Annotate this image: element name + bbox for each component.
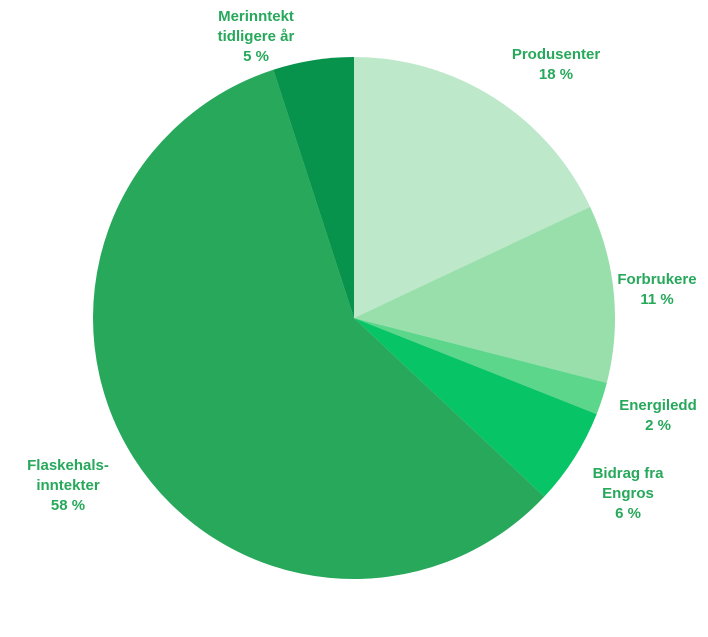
value-label: 11 %	[640, 291, 674, 308]
category-label: Bidrag fra Engros	[592, 465, 664, 502]
category-label: Merinntekt tidligere år	[217, 8, 295, 45]
value-label: 6 %	[615, 505, 641, 522]
category-label: Forbrukere	[617, 271, 697, 288]
slice-label: Bidrag fra Engros 6 %	[583, 464, 673, 524]
pie-slice	[273, 57, 354, 318]
pie-slice	[354, 318, 597, 497]
slice-label: Forbrukere 11 %	[607, 270, 707, 310]
value-label: 58 %	[50, 497, 86, 514]
value-label: 5 %	[243, 48, 269, 65]
value-label: 2 %	[645, 417, 671, 434]
category-label: Energiledd	[619, 397, 697, 414]
pie-slice	[354, 206, 615, 383]
slice-label: Flaskehals-inntekter 58 %	[13, 456, 123, 516]
pie-slice	[92, 69, 545, 580]
pie-slice	[354, 318, 607, 415]
slice-label: Produsenter 18 %	[496, 45, 616, 85]
category-label: Flaskehals-inntekter	[27, 457, 109, 494]
slice-label: Merinntekt tidligere år 5 %	[201, 7, 311, 67]
category-label: Produsenter	[511, 46, 601, 63]
pie-slice	[354, 57, 591, 318]
value-label: 18 %	[538, 66, 574, 83]
slice-label: Energiledd 2 %	[608, 396, 708, 436]
